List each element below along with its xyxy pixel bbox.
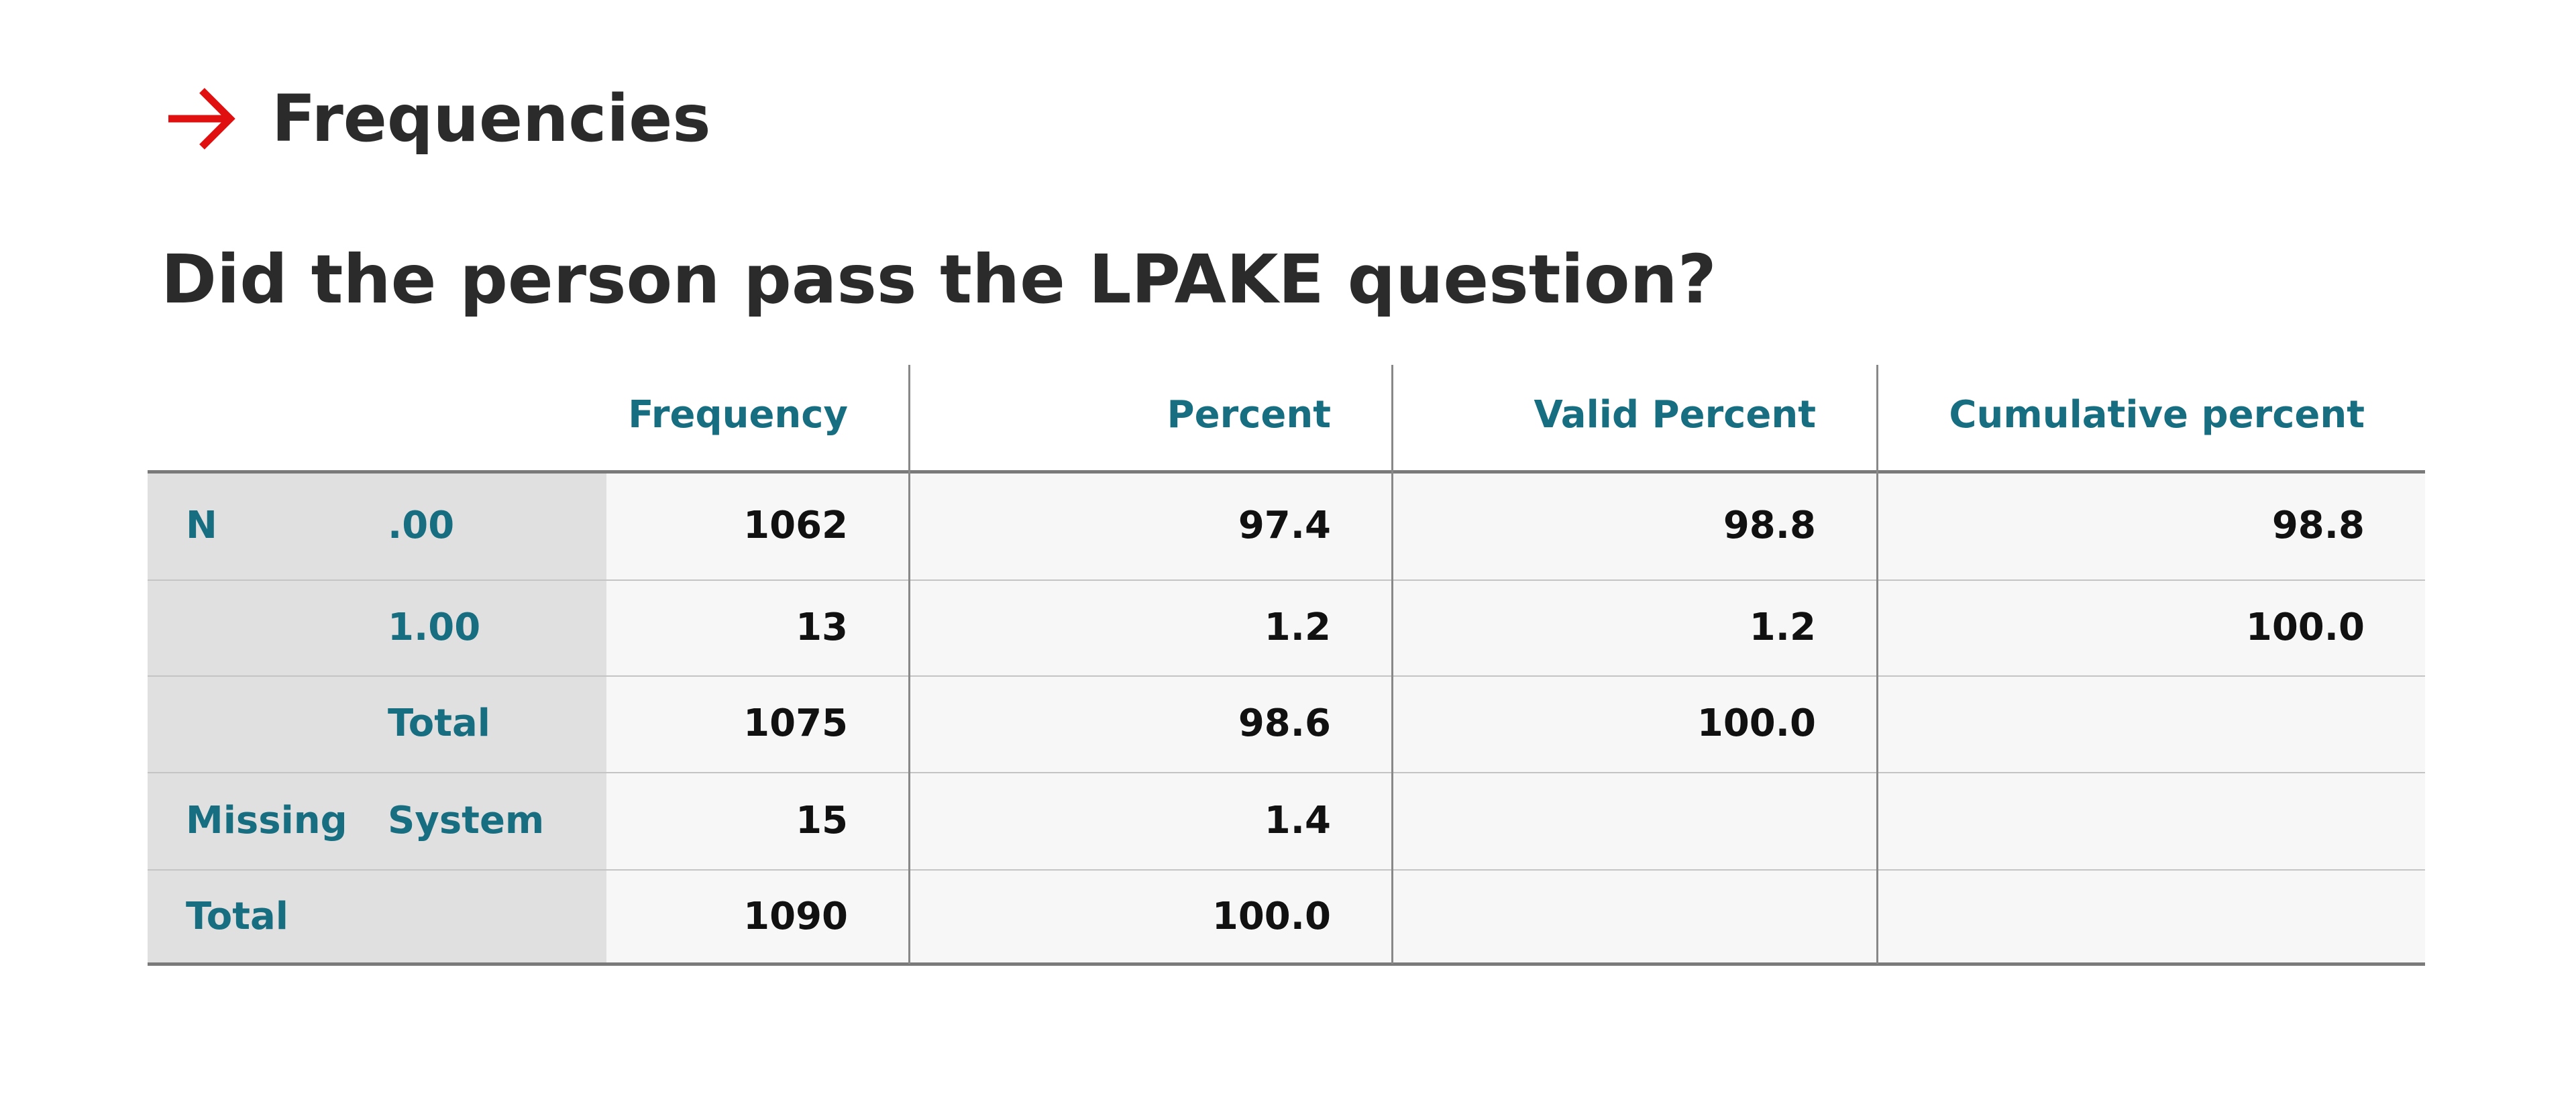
- cell-value: 1.2: [1749, 605, 1816, 649]
- column-header: Percent: [1167, 393, 1331, 437]
- cell-value: 97.4: [1238, 503, 1331, 547]
- row-group: N: [186, 503, 217, 547]
- row-group: Total: [186, 894, 288, 938]
- question: Did the person pass the LPAKE question?: [161, 240, 1717, 319]
- cell-value: 13: [796, 605, 848, 649]
- column-header: Valid Percent: [1534, 393, 1817, 437]
- cell-value: 100.0: [1212, 894, 1331, 938]
- column-header: Frequency: [628, 393, 848, 437]
- column-divider: [1876, 365, 1878, 964]
- row-group: Missing: [186, 798, 347, 842]
- page-title: Frequencies: [272, 81, 711, 156]
- row-divider: [148, 772, 2425, 773]
- arrow-icon: [168, 88, 235, 150]
- cell-value: 1062: [743, 503, 848, 547]
- cell-value: 100.0: [2245, 605, 2365, 649]
- row-label: Total: [388, 702, 490, 745]
- cell-value: 98.8: [1723, 503, 1816, 547]
- label-background: [148, 471, 606, 964]
- cell-value: 15: [796, 798, 848, 842]
- bottom-rule: [148, 962, 2425, 966]
- row-divider: [148, 579, 2425, 581]
- cell-value: 1.2: [1264, 605, 1331, 649]
- frequency-table: Frequency Percent Valid Percent Cumulative …: [148, 365, 2425, 966]
- cell-value: 1075: [743, 702, 848, 745]
- row-label: 1.00: [388, 605, 481, 649]
- column-divider: [908, 365, 910, 964]
- cell-value: 1.4: [1264, 798, 1331, 842]
- row-divider: [148, 869, 2425, 871]
- cell-value: 100.0: [1697, 702, 1816, 745]
- header-rule: [148, 470, 2425, 474]
- cell-value: 1090: [743, 894, 848, 938]
- column-header: Cumulative percent: [1949, 393, 2365, 437]
- cell-value: 98.6: [1238, 702, 1331, 745]
- row-label: System: [388, 798, 545, 842]
- cell-value: 98.8: [2271, 503, 2365, 547]
- column-divider: [1391, 365, 1393, 964]
- row-divider: [148, 675, 2425, 677]
- row-label: .00: [388, 503, 455, 547]
